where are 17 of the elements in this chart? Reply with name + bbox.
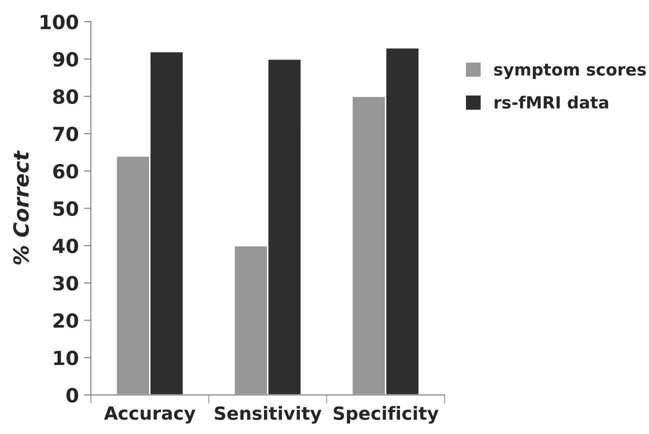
y-tick-label: 40: [52, 238, 78, 254]
legend-label: rs-fMRI data: [494, 96, 608, 109]
y-tick-label: 70: [53, 126, 78, 142]
y-tick-label: 90: [53, 52, 78, 67]
y-tick-label: 0: [66, 388, 78, 403]
legend-label: symptom scores: [494, 64, 646, 80]
y-tick-label: 10: [54, 350, 78, 366]
y-tick-label: 60: [53, 164, 78, 179]
y-tick-label: 20: [54, 313, 78, 328]
y-tick-label: 100: [40, 14, 78, 30]
y-axis-title: % Correct: [13, 150, 29, 265]
x-tick-label: Specificity: [334, 406, 438, 424]
y-tick-label: 50: [53, 201, 78, 216]
y-tick-label: 30: [53, 276, 78, 291]
x-tick-label: Sensitivity: [214, 406, 322, 424]
y-tick-label: 80: [53, 89, 78, 104]
x-tick-label: Accuracy: [104, 406, 196, 424]
